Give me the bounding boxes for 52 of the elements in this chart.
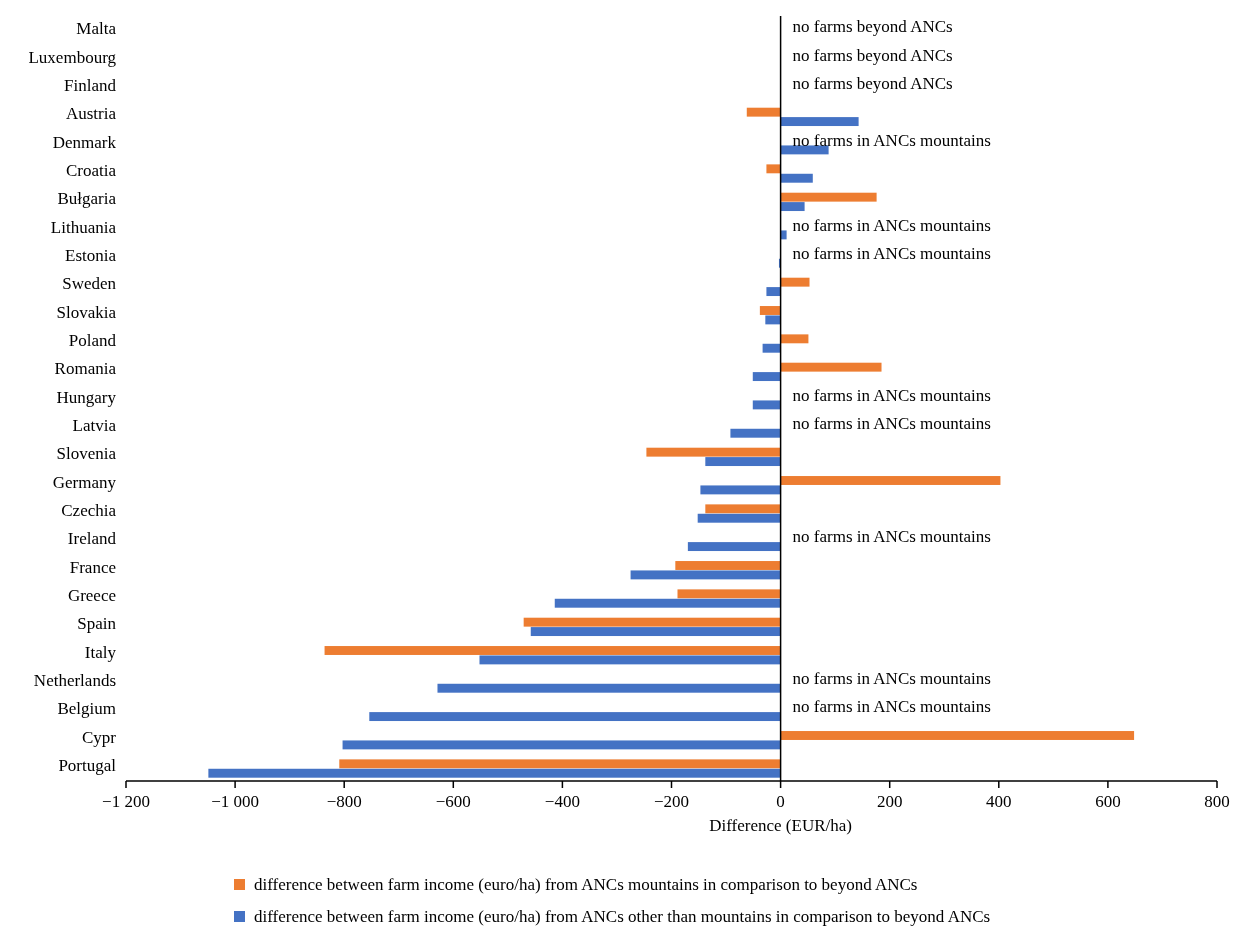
x-tick-label: 600 — [1095, 792, 1121, 811]
annotation: no farms beyond ANCs — [792, 17, 953, 37]
y-tick-label: Malta — [76, 19, 117, 39]
annotation: no farms beyond ANCs — [792, 73, 953, 93]
y-tick-label: Latvia — [72, 415, 117, 435]
y-tick-label: Finland — [64, 75, 117, 95]
y-tick-label: Italy — [84, 642, 117, 662]
annotation: no farms in ANCs mountains — [792, 243, 991, 263]
y-tick-label: Luxembourg — [28, 47, 117, 67]
x-tick-label: 400 — [986, 792, 1012, 811]
x-tick-label: −1 200 — [102, 792, 150, 811]
y-tick-label: Ireland — [67, 529, 117, 549]
x-tick-label: −1 000 — [211, 792, 260, 811]
y-tick-label: Hungary — [56, 387, 117, 407]
y-tick-label: Slovakia — [56, 302, 117, 322]
annotation: no farms in ANCs mountains — [792, 668, 991, 688]
y-tick-label: Netherlands — [33, 670, 116, 690]
y-tick-label: Croatia — [65, 160, 117, 180]
x-axis-title: Difference (EUR/ha) — [709, 816, 852, 835]
y-tick-label: Romania — [54, 359, 117, 379]
annotation: no farms in ANCs mountains — [792, 385, 991, 405]
annotation: no farms in ANCs mountains — [792, 413, 991, 433]
x-tick-label: 0 — [776, 792, 785, 811]
y-tick-label: Bułgaria — [57, 189, 117, 209]
x-tick-label: −600 — [435, 792, 471, 811]
annotation: no farms in ANCs mountains — [792, 527, 991, 547]
y-tick-label: Czechia — [61, 500, 117, 520]
x-tick-label: −800 — [326, 792, 362, 811]
annotation: no farms in ANCs mountains — [792, 697, 991, 717]
legend-label: difference between farm income (euro/ha) from ANCs other than mountains in comparison to beyond ANCs — [254, 907, 991, 926]
y-tick-label: Portugal — [58, 755, 117, 775]
y-tick-label: Belgium — [57, 699, 116, 719]
y-tick-label: Denmark — [52, 132, 117, 152]
x-tick-label: 200 — [876, 792, 903, 811]
y-tick-label: Lithuania — [50, 217, 117, 237]
y-tick-label: Sweden — [62, 274, 117, 294]
x-tick-label: −200 — [653, 792, 690, 811]
annotation: no farms in ANCs mountains — [792, 215, 991, 235]
y-tick-label: Spain — [77, 614, 117, 634]
annotation: no farms in ANCs mountains — [792, 130, 991, 150]
y-tick-label: Greece — [67, 585, 116, 605]
annotation: no farms beyond ANCs — [792, 45, 953, 65]
y-tick-label: Slovenia — [56, 444, 117, 464]
y-tick-label: Austria — [65, 104, 117, 124]
y-tick-label: Poland — [68, 330, 117, 350]
y-tick-label: Germany — [52, 472, 117, 492]
legend-label: difference between farm income (euro/ha) from ANCs mountains in comparison to beyond ANCs — [254, 875, 918, 894]
y-tick-label: Estonia — [65, 245, 117, 265]
y-tick-label: France — [69, 557, 116, 577]
x-tick-label: 800 — [1204, 792, 1230, 811]
y-tick-label: Cypr — [82, 727, 117, 747]
x-tick-label: −400 — [544, 792, 580, 811]
